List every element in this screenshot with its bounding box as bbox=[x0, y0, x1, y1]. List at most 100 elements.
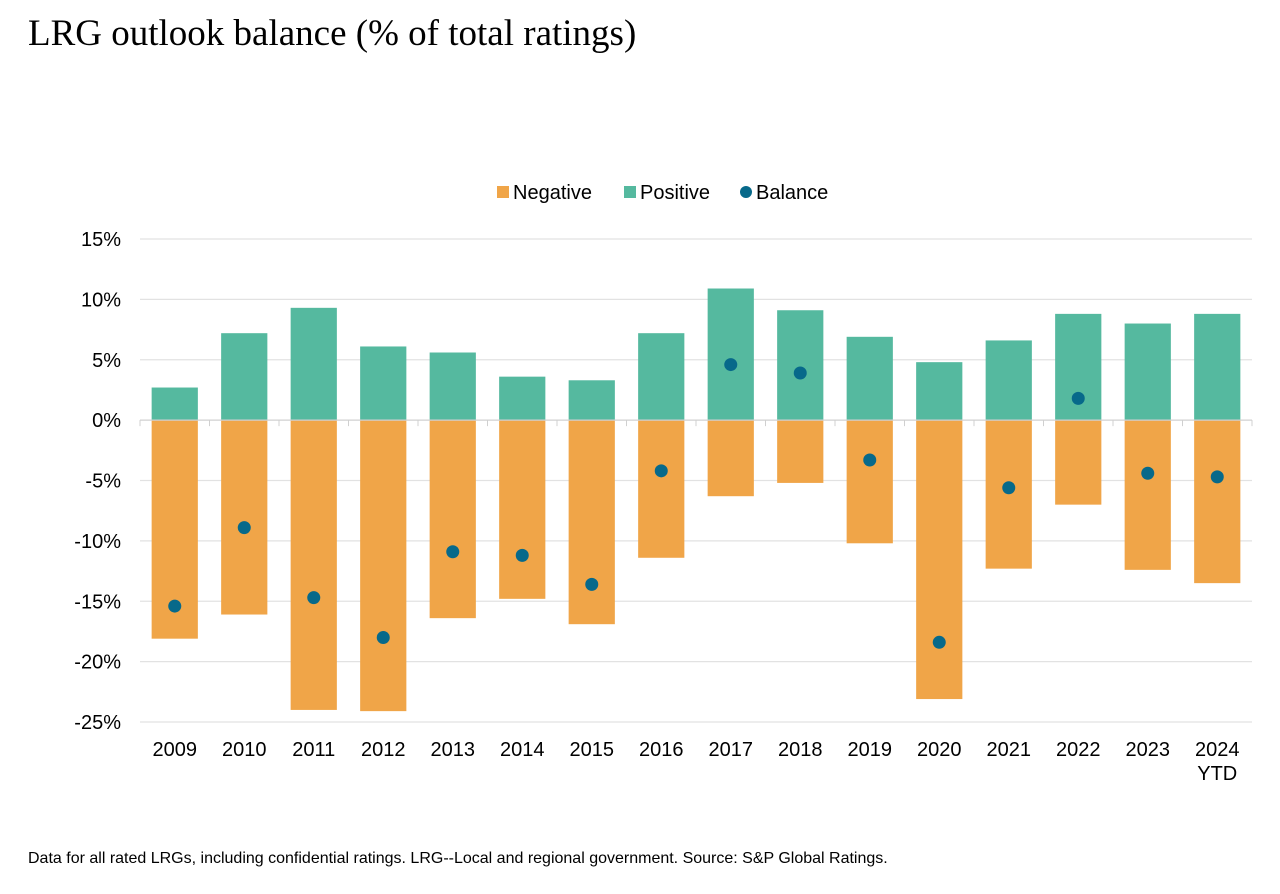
balance-dot bbox=[376, 630, 390, 644]
chart-title: LRG outlook balance (% of total ratings) bbox=[28, 13, 637, 54]
x-tick-label-line: 2012 bbox=[361, 739, 406, 761]
balance-dot bbox=[654, 464, 668, 478]
y-tick-label: -25% bbox=[74, 712, 121, 734]
bar-negative bbox=[916, 420, 963, 700]
y-tick-label: 15% bbox=[81, 229, 121, 251]
x-tick-label-line: 2023 bbox=[1126, 739, 1171, 761]
bar-positive bbox=[1194, 313, 1241, 421]
y-tick-label: -5% bbox=[85, 471, 121, 493]
x-tick-label-line: 2021 bbox=[987, 739, 1032, 761]
y-tick-label: 10% bbox=[81, 289, 121, 311]
x-axis-labels: 2009 2010 2011 2012 2013 2014 2015 2016 2017 2018… bbox=[153, 739, 1240, 785]
x-tick-label-line: 2024 bbox=[1195, 739, 1240, 761]
x-tick-label: 2011 bbox=[292, 739, 335, 761]
x-axis bbox=[139, 419, 1253, 427]
bar-negative bbox=[360, 420, 407, 712]
balance-dot bbox=[932, 635, 946, 649]
y-tick-label: 0% bbox=[92, 410, 121, 432]
y-tick-label: -10% bbox=[74, 531, 121, 553]
bar-negative bbox=[499, 420, 546, 599]
balance-dot bbox=[237, 521, 251, 535]
bar-positive bbox=[846, 336, 893, 421]
balance-dot bbox=[1141, 466, 1155, 480]
bar-positive bbox=[429, 352, 476, 421]
x-tick-label-line: 2010 bbox=[222, 739, 267, 761]
bar-positive bbox=[707, 288, 754, 421]
bar-negative bbox=[846, 420, 893, 544]
bar-negative bbox=[568, 420, 615, 625]
legend-square-icon bbox=[497, 186, 509, 198]
bar-negative bbox=[777, 420, 824, 483]
balance-dot bbox=[1002, 481, 1016, 495]
legend-square-icon bbox=[624, 186, 636, 198]
bar-positive bbox=[290, 307, 337, 421]
bar-positive bbox=[360, 346, 407, 421]
x-tick-label-line: 2020 bbox=[917, 739, 962, 761]
bar-negative bbox=[1194, 420, 1241, 584]
legend-item-negative: Negative bbox=[497, 182, 592, 204]
bar-negative bbox=[1124, 420, 1171, 570]
legend-label: Negative bbox=[513, 182, 592, 204]
y-tick-label: 5% bbox=[92, 350, 121, 372]
balance-dot bbox=[863, 453, 877, 467]
x-tick-label: 2010 bbox=[222, 739, 267, 761]
balance-dot bbox=[168, 599, 182, 613]
bar-positive bbox=[1124, 323, 1171, 421]
x-tick-label: 2013 bbox=[431, 739, 476, 761]
x-tick-label-line: YTD bbox=[1197, 763, 1237, 785]
x-tick-label-line: 2018 bbox=[778, 739, 823, 761]
balance-dot bbox=[515, 548, 529, 562]
x-tick-label: 2009 bbox=[153, 739, 198, 761]
x-tick-label-line: 2009 bbox=[153, 739, 198, 761]
x-tick-label-line: 2017 bbox=[709, 739, 754, 761]
bar-negative bbox=[221, 420, 268, 615]
bar-negative bbox=[638, 420, 685, 558]
balance-dot bbox=[585, 577, 599, 591]
bar-negative bbox=[985, 420, 1032, 569]
bars bbox=[151, 288, 1241, 712]
bar-positive bbox=[151, 387, 198, 421]
x-tick-label: 2016 bbox=[639, 739, 684, 761]
x-tick-label-line: 2011 bbox=[292, 739, 335, 761]
bar-negative bbox=[707, 420, 754, 497]
x-tick-label: 2023 bbox=[1126, 739, 1171, 761]
bar-negative bbox=[429, 420, 476, 619]
bar-positive bbox=[499, 376, 546, 421]
y-axis: 15% 10% 5% 0% -5% -10% -15% -20% -25% bbox=[74, 229, 121, 734]
bar-positive bbox=[568, 380, 615, 421]
x-tick-label: 2024 YTD bbox=[1195, 739, 1240, 785]
legend: Negative Positive Balance bbox=[497, 182, 828, 204]
bar-negative bbox=[290, 420, 337, 710]
x-tick-label: 2021 bbox=[987, 739, 1032, 761]
x-tick-label-line: 2013 bbox=[431, 739, 476, 761]
x-tick-label: 2012 bbox=[361, 739, 406, 761]
x-tick-label: 2014 bbox=[500, 739, 545, 761]
legend-label: Positive bbox=[640, 182, 710, 204]
x-tick-label: 2017 bbox=[709, 739, 754, 761]
x-tick-label: 2020 bbox=[917, 739, 962, 761]
x-tick-label-line: 2015 bbox=[570, 739, 615, 761]
x-tick-label-line: 2016 bbox=[639, 739, 684, 761]
bar-positive bbox=[638, 333, 685, 421]
balance-dot bbox=[724, 358, 738, 372]
x-tick-label-line: 2019 bbox=[848, 739, 893, 761]
bar-positive bbox=[916, 362, 963, 421]
x-tick-label: 2018 bbox=[778, 739, 823, 761]
y-tick-label: -20% bbox=[74, 652, 121, 674]
x-tick-label-line: 2022 bbox=[1056, 739, 1101, 761]
bar-positive bbox=[777, 310, 824, 421]
bar-negative bbox=[1055, 420, 1102, 505]
balance-dot bbox=[793, 366, 807, 380]
footnote: Data for all rated LRGs, including confi… bbox=[28, 850, 888, 867]
x-tick-label: 2019 bbox=[848, 739, 893, 761]
balance-dot bbox=[307, 591, 321, 605]
legend-label: Balance bbox=[756, 182, 828, 204]
y-tick-label: -15% bbox=[74, 591, 121, 613]
legend-item-positive: Positive bbox=[624, 182, 710, 204]
balance-dots bbox=[168, 358, 1224, 649]
legend-dot-icon bbox=[740, 186, 752, 198]
bar-positive bbox=[985, 340, 1032, 421]
x-tick-label: 2022 bbox=[1056, 739, 1101, 761]
balance-dot bbox=[1210, 470, 1224, 484]
